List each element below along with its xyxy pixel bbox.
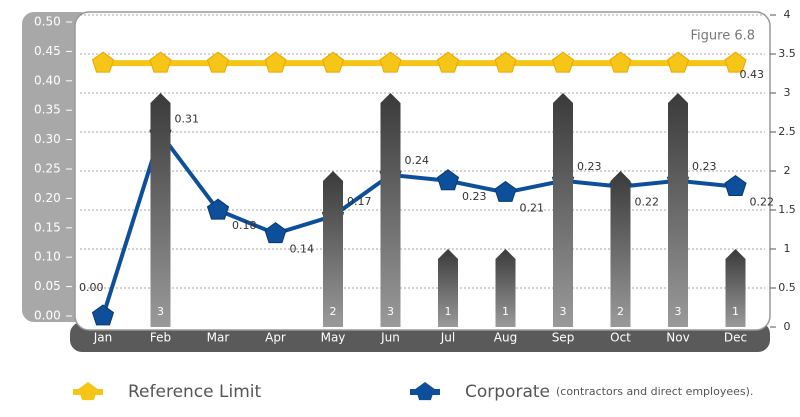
- marker: [206, 51, 230, 73]
- legend-name: Corporate: [465, 382, 550, 402]
- x-tick-label: May: [321, 331, 346, 345]
- x-tick-label: Oct: [610, 331, 631, 345]
- marker: [264, 222, 287, 244]
- x-tick-label: Feb: [150, 331, 171, 345]
- chart-title: Figure 6.8: [691, 29, 756, 44]
- marker: [206, 198, 230, 220]
- bar-label: 3: [560, 305, 567, 318]
- x-tick-label: Jun: [380, 331, 400, 345]
- y-tick-label: 0.50: [34, 15, 61, 29]
- y2-tick-label: 1: [784, 242, 791, 255]
- marker: [91, 304, 115, 326]
- data-label: 0.43: [740, 68, 765, 81]
- data-label: 0.24: [405, 154, 430, 167]
- data-label: 0.23: [577, 160, 602, 173]
- bar-label: 3: [387, 305, 394, 318]
- y-tick-label: 0.10: [34, 250, 61, 264]
- y-tick-label: 0.35: [34, 103, 61, 117]
- bar-label: 3: [675, 305, 682, 318]
- data-label: 0.17: [347, 195, 372, 208]
- bar: [495, 249, 516, 327]
- marker: [551, 51, 575, 73]
- y-tick-label: 0.00: [34, 309, 61, 323]
- x-tick-label: Jan: [93, 331, 113, 345]
- x-tick-label: Mar: [207, 331, 230, 345]
- x-tick-label: Aug: [494, 331, 517, 345]
- marker: [724, 174, 747, 196]
- marker: [436, 51, 460, 73]
- y-tick-label: 0.45: [34, 44, 61, 58]
- legend-label: Corporate (contractors and direct employe…: [465, 382, 753, 402]
- y2-tick-label: 1.5: [778, 203, 796, 216]
- legend-marker: [415, 382, 435, 401]
- data-label: 0.23: [692, 160, 717, 173]
- marker: [724, 51, 747, 73]
- bar: [150, 93, 171, 327]
- y-tick-label: 0.15: [34, 220, 61, 234]
- legend-name: Reference Limit: [128, 382, 261, 402]
- marker: [494, 51, 517, 73]
- y2-tick-label: 3.5: [778, 47, 796, 60]
- bar: [323, 171, 343, 327]
- bar-label: 2: [330, 305, 337, 318]
- data-label: 0.22: [635, 196, 660, 209]
- y-tick-label: 0.25: [34, 162, 61, 176]
- y2-tick-label: 0.5: [778, 281, 796, 294]
- bar: [380, 93, 401, 327]
- data-label: 0.00: [79, 281, 104, 294]
- marker: [494, 180, 517, 202]
- bar: [438, 249, 458, 327]
- y-tick-label: 0.30: [34, 132, 61, 146]
- data-label: 0.23: [462, 190, 487, 203]
- x-tick-label: Apr: [265, 331, 286, 345]
- marker: [321, 51, 345, 73]
- marker: [436, 169, 460, 191]
- data-label: 0.14: [290, 243, 315, 256]
- data-label: 0.18: [232, 219, 257, 232]
- bar-label: 2: [617, 305, 624, 318]
- y-tick-label: 0.40: [34, 73, 61, 87]
- bar: [725, 249, 746, 327]
- y-tick-label: 0.20: [34, 191, 61, 205]
- legend: Reference Limit Corporate (contractors and…: [73, 382, 753, 402]
- bar: [610, 171, 631, 327]
- legend-label: Reference Limit: [128, 382, 261, 402]
- marker: [91, 51, 115, 73]
- bar-label: 1: [502, 305, 509, 318]
- y2-tick-label: 2.5: [778, 125, 796, 138]
- marker: [666, 51, 690, 73]
- bar-label: 3: [157, 305, 164, 318]
- marker: [379, 51, 402, 73]
- bar-label: 1: [445, 305, 452, 318]
- bar-label: 1: [732, 305, 739, 318]
- y-tick-label: 0.05: [34, 279, 61, 293]
- y2-tick-label: 4: [784, 8, 791, 21]
- marker: [149, 51, 172, 73]
- y2-tick-label: 0: [784, 320, 791, 333]
- data-label: 0.31: [175, 113, 200, 126]
- x-tick-label: Sep: [552, 331, 575, 345]
- bar: [553, 93, 573, 327]
- y2-tick-label: 3: [784, 86, 791, 99]
- x-tick-label: Jul: [440, 331, 455, 345]
- legend-marker: [78, 382, 98, 401]
- data-label: 0.22: [750, 196, 775, 209]
- x-tick-label: Dec: [724, 331, 747, 345]
- y2-tick-label: 2: [784, 164, 791, 177]
- bar: [668, 93, 688, 327]
- marker: [609, 51, 632, 73]
- legend-note: (contractors and direct employees).: [556, 385, 753, 398]
- x-tick-label: Nov: [666, 331, 689, 345]
- marker: [264, 51, 287, 73]
- data-label: 0.21: [520, 202, 545, 215]
